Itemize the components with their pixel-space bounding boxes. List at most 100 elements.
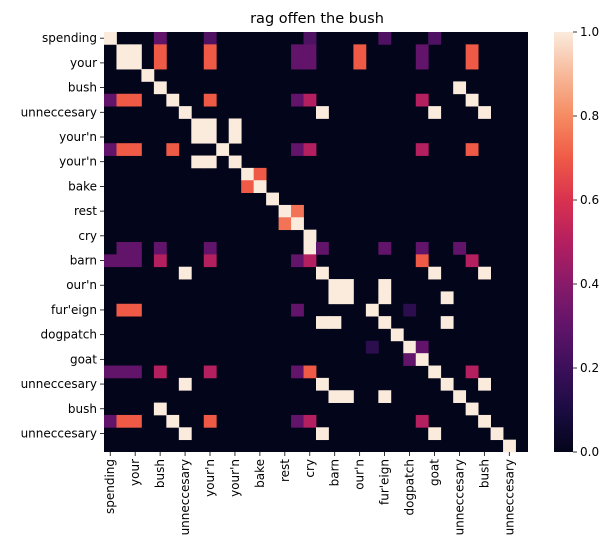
x-tick-label: unneccesary bbox=[452, 459, 466, 535]
heatmap-cell bbox=[490, 427, 504, 441]
heatmap-cell bbox=[291, 93, 304, 107]
y-tick-label: unneccesary bbox=[21, 426, 97, 440]
heatmap-cell bbox=[328, 316, 342, 329]
y-tick-label: fur'eign bbox=[51, 303, 97, 317]
heatmap-cell bbox=[403, 353, 417, 366]
heatmap-cell bbox=[228, 130, 242, 144]
heatmap-cell bbox=[303, 242, 317, 255]
heatmap-cell bbox=[415, 414, 429, 428]
x-tick-label: goat bbox=[427, 459, 441, 486]
heatmap-cell bbox=[465, 143, 479, 156]
chart-title: rag offen the bush bbox=[250, 11, 384, 27]
heatmap-cell bbox=[415, 44, 429, 58]
y-tick-label: our'n bbox=[66, 278, 97, 292]
colorbar-tick-label: 0.0 bbox=[580, 445, 599, 459]
heatmap-cell bbox=[203, 93, 217, 107]
heatmap-cell bbox=[291, 217, 304, 231]
heatmap-cell bbox=[203, 155, 217, 169]
y-tick-label: rest bbox=[74, 204, 97, 218]
heatmap-cell bbox=[303, 56, 317, 70]
heatmap-cell bbox=[266, 192, 279, 206]
heatmap-cell bbox=[278, 217, 292, 231]
heatmap-cell bbox=[316, 427, 329, 441]
heatmap-cell bbox=[353, 44, 367, 58]
heatmap-cell bbox=[203, 414, 217, 428]
x-tick-label: barn bbox=[328, 459, 342, 486]
heatmap-cell bbox=[440, 291, 454, 305]
heatmap-cell bbox=[116, 303, 130, 317]
heatmap-cell bbox=[303, 229, 317, 243]
heatmap-cell bbox=[465, 365, 479, 379]
colorbar-tick-label: 1.0 bbox=[580, 25, 599, 39]
heatmap-cell bbox=[291, 204, 304, 218]
heatmap-cell bbox=[378, 390, 392, 403]
heatmap-cell bbox=[291, 365, 304, 379]
x-tick-label: your'n bbox=[228, 459, 242, 497]
heatmap-cell bbox=[153, 365, 167, 379]
heatmap-cell bbox=[228, 155, 242, 169]
x-tick-label: your'n bbox=[203, 459, 217, 497]
heatmap-cell bbox=[353, 56, 367, 70]
heatmap-cell bbox=[253, 180, 267, 193]
heatmap-cell bbox=[178, 266, 192, 280]
heatmap-cell bbox=[153, 56, 167, 70]
heatmap-cell bbox=[128, 93, 142, 107]
heatmap-cell bbox=[241, 167, 255, 181]
heatmap-cell bbox=[316, 266, 329, 280]
heatmap-cell bbox=[253, 167, 267, 181]
colorbar-tick-label: 0.4 bbox=[580, 277, 599, 291]
heatmap-cell bbox=[291, 414, 304, 428]
heatmap-cells bbox=[104, 32, 528, 453]
heatmap-cell bbox=[116, 44, 130, 58]
heatmap-cell bbox=[390, 328, 404, 342]
heatmap-cell bbox=[328, 390, 342, 403]
heatmap-cell bbox=[116, 56, 130, 70]
heatmap-cell bbox=[203, 242, 217, 255]
heatmap-cell bbox=[340, 279, 354, 292]
heatmap-cell bbox=[428, 365, 442, 379]
heatmap-cell bbox=[116, 93, 130, 107]
heatmap-cell bbox=[128, 414, 142, 428]
heatmap-cell bbox=[291, 44, 304, 58]
heatmap-cell bbox=[153, 242, 167, 255]
x-tick-label: bush bbox=[477, 459, 491, 488]
heatmap-cell bbox=[178, 106, 192, 119]
x-tick-label: unneccesary bbox=[178, 459, 192, 535]
heatmap-cell bbox=[465, 93, 479, 107]
heatmap-cell bbox=[403, 340, 417, 354]
heatmap-cell bbox=[203, 118, 217, 132]
x-tick-label: bake bbox=[253, 459, 267, 488]
heatmap-cell bbox=[415, 56, 429, 70]
x-tick-label: dogpatch bbox=[403, 459, 417, 515]
colorbar-axis: 0.0 0.2 0.4 0.6 0.8 1.0 bbox=[573, 25, 599, 459]
heatmap-cell bbox=[415, 93, 429, 107]
heatmap-cell bbox=[478, 106, 491, 119]
heatmap-cell bbox=[415, 353, 429, 366]
heatmap-cell bbox=[153, 44, 167, 58]
x-tick-label: cry bbox=[303, 459, 317, 478]
heatmap-cell bbox=[191, 155, 205, 169]
y-axis: spending your bush unneccesary your'n your'n b… bbox=[21, 31, 104, 440]
heatmap-cell bbox=[453, 81, 467, 95]
heatmap-cell bbox=[241, 180, 255, 193]
heatmap-cell bbox=[303, 44, 317, 58]
heatmap-cell bbox=[203, 254, 217, 268]
heatmap-cell bbox=[478, 377, 491, 391]
heatmap-cell bbox=[415, 242, 429, 255]
heatmap-cell bbox=[128, 254, 142, 268]
heatmap-cell bbox=[116, 414, 130, 428]
heatmap-cell bbox=[228, 118, 242, 132]
heatmap-cell bbox=[303, 414, 317, 428]
y-tick-label: bush bbox=[68, 402, 97, 416]
heatmap-cell bbox=[128, 365, 142, 379]
heatmap-cell bbox=[303, 254, 317, 268]
heatmap-cell bbox=[128, 56, 142, 70]
heatmap-cell bbox=[328, 291, 342, 305]
heatmap-cell bbox=[440, 377, 454, 391]
heatmap-cell bbox=[303, 32, 317, 45]
heatmap-cell bbox=[378, 279, 392, 292]
heatmap-cell bbox=[440, 316, 454, 329]
heatmap-cell bbox=[216, 143, 230, 156]
heatmap-cell bbox=[178, 427, 192, 441]
